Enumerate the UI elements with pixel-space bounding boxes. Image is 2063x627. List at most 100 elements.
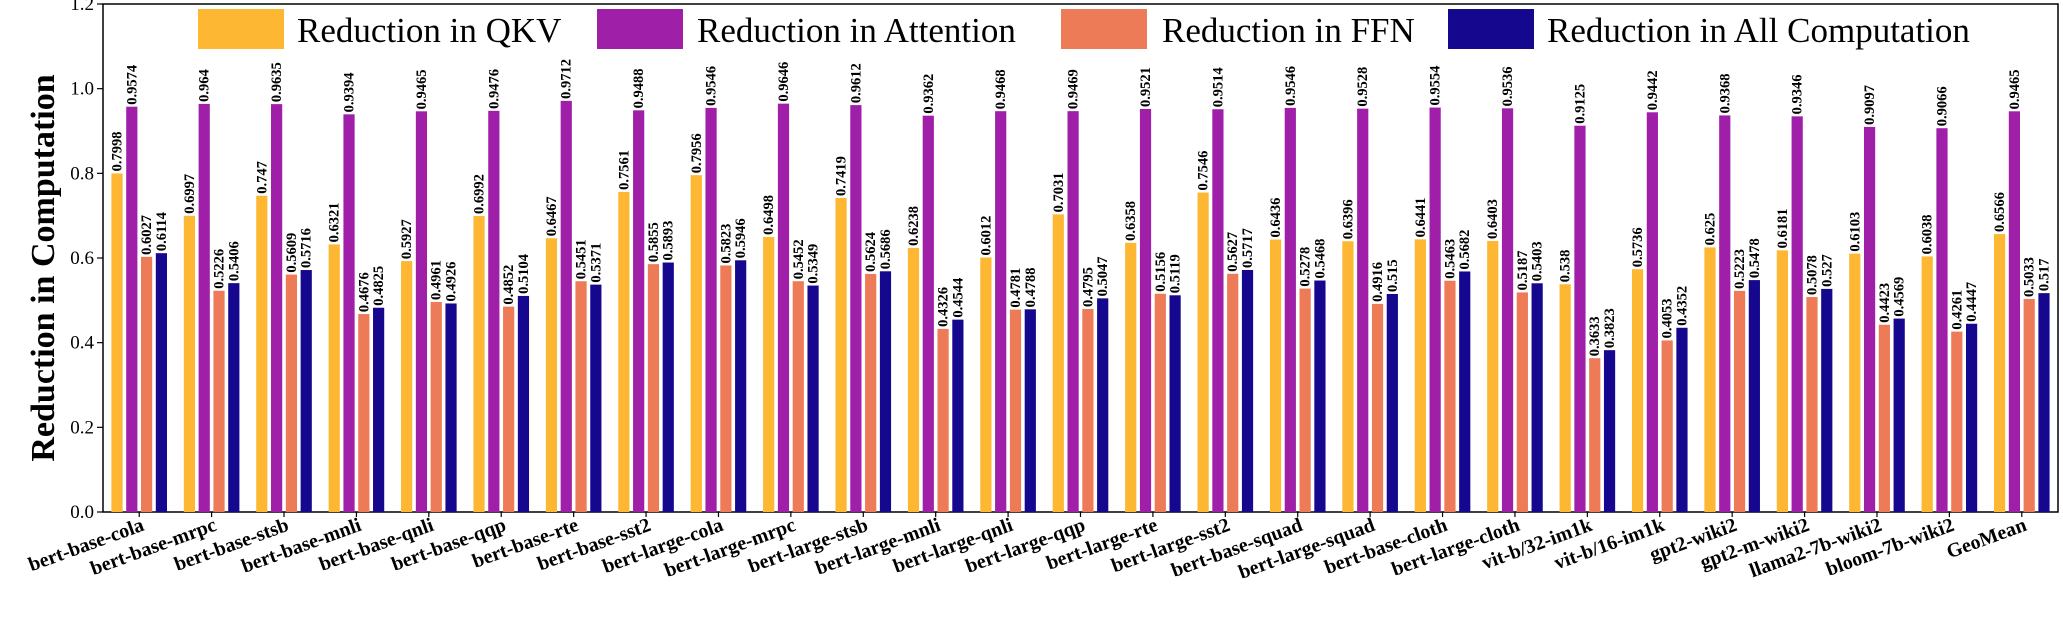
bar-value-label: 0.4825: [371, 266, 387, 306]
bar-value-label: 0.5927: [399, 219, 415, 259]
bar-3: [1662, 340, 1673, 512]
bar-value-label: 0.6403: [1485, 199, 1501, 239]
bar-2: [1864, 127, 1875, 512]
bar-value-label: 0.5406: [226, 241, 242, 281]
bar-value-label: 0.5371: [588, 243, 604, 283]
bar-value-label: 0.4544: [950, 278, 966, 318]
bar-1: [1994, 234, 2005, 512]
bar-1: [401, 261, 412, 512]
bar-value-label: 0.6114: [154, 212, 170, 251]
bar-value-label: 0.9468: [993, 69, 1009, 109]
bar-4: [445, 303, 456, 512]
bar-value-label: 0.9635: [269, 62, 285, 102]
bar-value-label: 0.5403: [1530, 241, 1546, 281]
bar-value-label: 0.9125: [1572, 84, 1588, 124]
bar-4: [518, 296, 529, 512]
bar-value-label: 0.6997: [182, 174, 198, 214]
bar-4: [1894, 319, 1905, 512]
bar-value-label: 0.6103: [1847, 212, 1863, 252]
bar-3: [1227, 274, 1238, 512]
bar-value-label: 0.9712: [559, 59, 575, 99]
bar-value-label: 0.9528: [1355, 67, 1371, 107]
bar-4: [1387, 294, 1398, 512]
bar-value-label: 0.6321: [327, 203, 343, 243]
bar-value-label: 0.747: [254, 161, 270, 194]
bar-4: [1749, 280, 1760, 512]
bar-value-label: 0.9536: [1500, 66, 1516, 106]
bar-2: [199, 104, 210, 512]
bar-value-label: 0.5156: [1153, 252, 1169, 292]
bar-1: [1342, 241, 1353, 512]
bar-2: [1719, 115, 1730, 512]
legend-swatch: [1448, 9, 1534, 49]
bar-value-label: 0.6441: [1413, 197, 1429, 237]
bar-2: [1502, 108, 1513, 512]
bar-value-label: 0.6498: [761, 195, 777, 235]
bar-3: [1951, 332, 1962, 512]
bar-value-label: 0.9394: [342, 72, 358, 112]
bar-1: [473, 216, 484, 512]
bar-value-label: 0.5609: [284, 233, 300, 273]
y-tick-label: 0.8: [70, 163, 94, 184]
bar-3: [213, 291, 224, 512]
bar-value-label: 0.9465: [2007, 69, 2023, 109]
bar-2: [1574, 126, 1585, 512]
bar-value-label: 0.4352: [1674, 286, 1690, 326]
bar-3: [1734, 291, 1745, 512]
bar-1: [1704, 247, 1715, 512]
bar-value-label: 0.6027: [139, 215, 155, 255]
bar-value-label: 0.6436: [1268, 198, 1284, 238]
bar-value-label: 0.5047: [1095, 256, 1111, 296]
bar-value-label: 0.5104: [516, 254, 532, 294]
bar-2: [126, 107, 137, 512]
bar-value-label: 0.9476: [486, 69, 502, 109]
bar-1: [691, 175, 702, 512]
legend-label: Reduction in QKV: [297, 11, 561, 50]
bar-value-label: 0.5624: [863, 232, 879, 272]
bar-1: [835, 198, 846, 512]
bar-value-label: 0.9066: [1934, 86, 1950, 126]
bar-1: [111, 173, 122, 512]
bar-value-label: 0.964: [197, 69, 213, 102]
bar-3: [431, 302, 442, 512]
bar-1: [1125, 243, 1136, 512]
bar-value-label: 0.9362: [921, 74, 937, 114]
bar-2: [416, 111, 427, 512]
bar-4: [1966, 324, 1977, 512]
bar-value-label: 0.6012: [978, 216, 994, 256]
bar-value-label: 0.7561: [616, 150, 632, 190]
bar-value-label: 0.3823: [1602, 308, 1618, 348]
bar-1: [1415, 239, 1426, 512]
bar-1: [1560, 284, 1571, 512]
bar-3: [1879, 325, 1890, 512]
y-tick-label: 0.6: [70, 248, 94, 269]
bar-4: [1242, 270, 1253, 512]
bar-3: [503, 307, 514, 512]
bar-2: [705, 108, 716, 512]
bar-3: [1517, 292, 1528, 512]
bar-3: [1155, 294, 1166, 512]
bar-3: [2024, 299, 2035, 512]
bar-3: [1444, 281, 1455, 512]
bar-4: [373, 308, 384, 512]
bar-value-label: 0.5736: [1630, 227, 1646, 267]
bar-3: [1082, 309, 1093, 512]
bar-2: [778, 104, 789, 512]
legend-swatch: [1061, 9, 1147, 49]
bar-value-label: 0.5033: [2022, 257, 2038, 297]
bar-value-label: 0.5686: [878, 229, 894, 269]
bar-2: [343, 114, 354, 512]
bar-value-label: 0.9546: [1283, 66, 1299, 106]
bar-value-label: 0.5349: [806, 244, 822, 284]
bar-4: [228, 283, 239, 512]
y-tick-label: 0.2: [70, 417, 94, 438]
y-tick-label: 0.0: [70, 502, 94, 523]
bar-value-label: 0.4852: [501, 265, 517, 305]
bar-value-label: 0.9514: [1210, 67, 1226, 107]
bar-value-label: 0.4447: [1964, 282, 1980, 322]
bar-3: [937, 329, 948, 512]
bar-2: [1430, 108, 1441, 512]
bar-value-label: 0.625: [1702, 213, 1718, 246]
bar-value-label: 0.7419: [834, 156, 850, 196]
x-tick-labels-layer: bert-base-colabert-base-mrpcbert-base-st…: [26, 512, 2030, 584]
